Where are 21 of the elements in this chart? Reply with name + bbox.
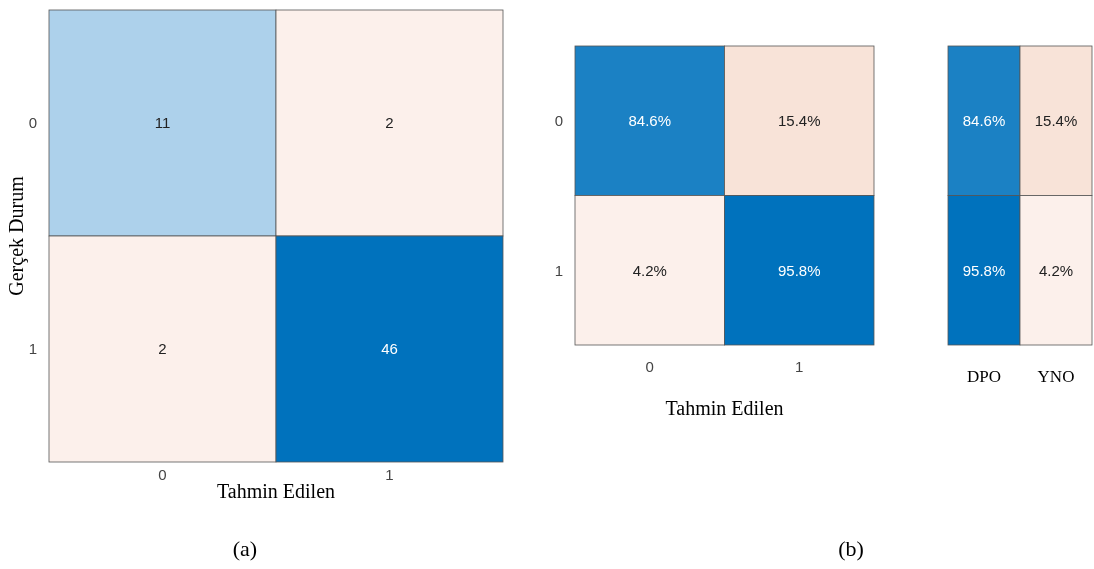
x-tick-label: 0 <box>645 358 654 375</box>
data-label: 15.4% <box>777 112 821 129</box>
x-tick-label: YNO <box>1037 367 1075 386</box>
x-axis-title: Tahmin Edilen <box>665 397 784 419</box>
data-label: 11 <box>154 114 171 132</box>
y-axis-title: Gerçek Durum <box>5 175 28 296</box>
data-label: 4.2% <box>632 261 667 279</box>
x-axis-title: Tahmin Edilen <box>216 480 336 502</box>
data-label: 84.6% <box>962 112 1006 129</box>
data-label: 2 <box>385 114 394 132</box>
data-label: 95.8% <box>962 261 1006 279</box>
x-tick-label: DPO <box>966 367 1002 386</box>
data-label: 2 <box>158 340 167 358</box>
data-label: 15.4% <box>1034 112 1078 129</box>
text: (a) <box>232 536 258 561</box>
text: (b) <box>838 536 864 561</box>
data-label: 46 <box>381 340 398 358</box>
data-label: 84.6% <box>628 112 672 129</box>
data-label: 4.2% <box>1038 261 1074 279</box>
x-tick-label: 1 <box>795 358 804 375</box>
data-label: 95.8% <box>777 261 821 279</box>
